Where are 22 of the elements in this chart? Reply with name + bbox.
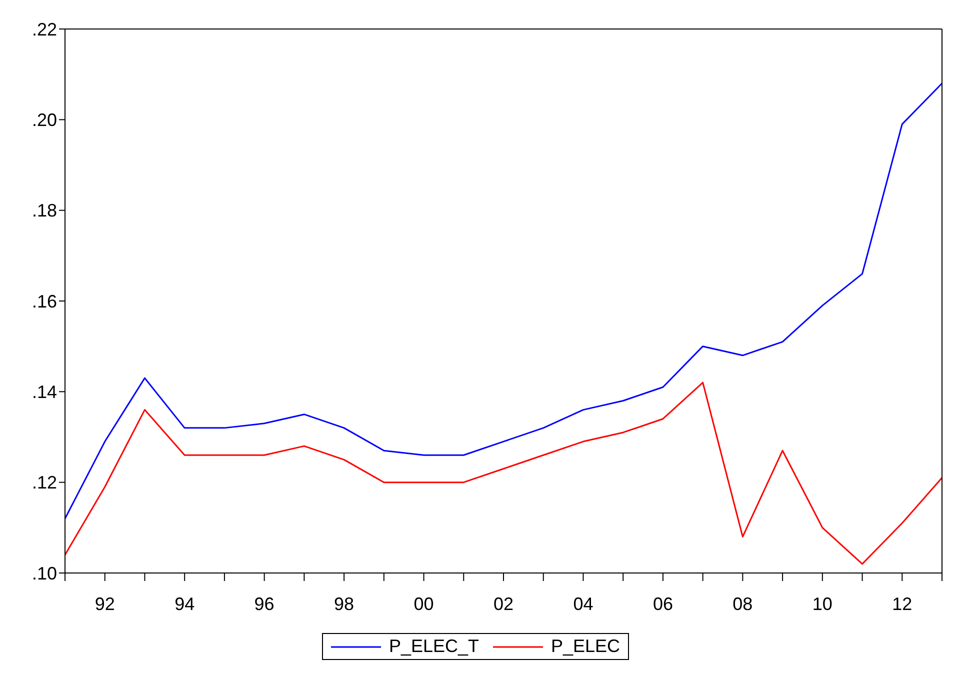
x-tick-label: 98 — [334, 594, 354, 614]
y-tick-label: .16 — [32, 291, 57, 312]
y-tick-label: .18 — [32, 200, 57, 221]
y-tick-label: .10 — [32, 563, 57, 584]
x-tick-label: 08 — [732, 594, 753, 614]
x-tick-label: 10 — [812, 594, 832, 614]
line-series — [64, 382, 943, 565]
y-tick-label: .22 — [32, 19, 57, 40]
x-tick-label: 00 — [414, 594, 434, 614]
legend-label: P_ELEC — [551, 636, 620, 657]
y-tick-label: .14 — [32, 382, 57, 402]
x-tick-label: 12 — [892, 594, 912, 614]
x-tick-label: 96 — [254, 594, 274, 614]
x-tick-label: 94 — [174, 594, 195, 614]
x-tick-label: 92 — [94, 594, 115, 614]
x-tick-label: 02 — [493, 594, 514, 614]
line-series — [64, 82, 943, 520]
x-tick-label: 06 — [652, 594, 673, 614]
y-tick-label: .12 — [32, 472, 57, 493]
y-tick-label: .20 — [32, 110, 57, 130]
legend-label: P_ELEC_T — [388, 636, 479, 657]
x-tick-label: 04 — [573, 594, 594, 614]
